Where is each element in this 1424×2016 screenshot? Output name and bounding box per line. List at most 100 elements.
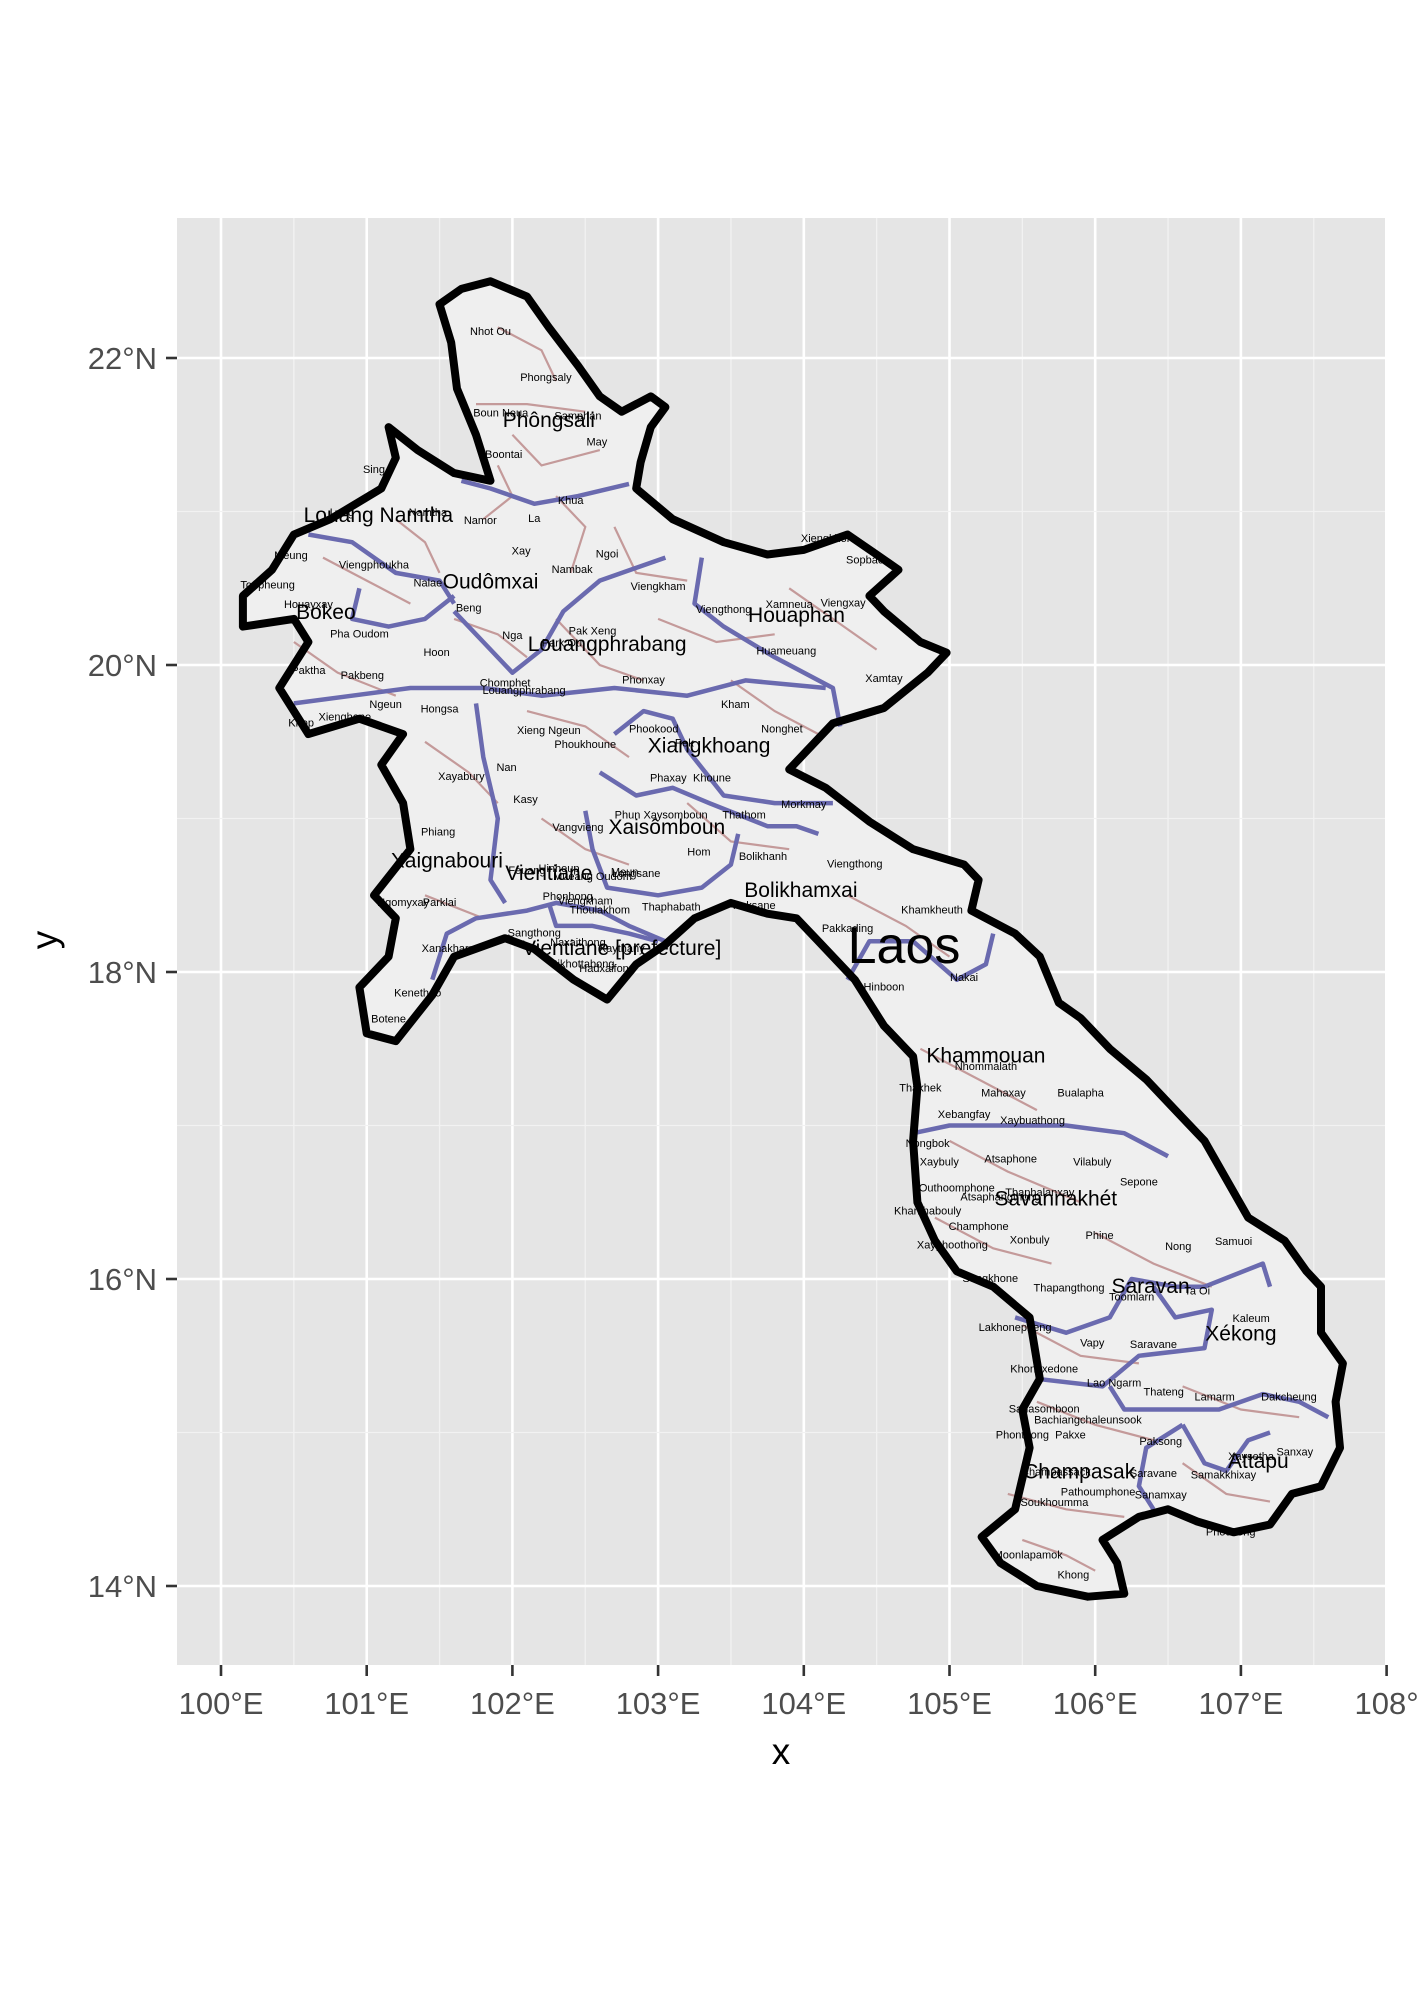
province-label: Savannakhét xyxy=(995,1187,1118,1210)
district-label: Khua xyxy=(558,495,585,507)
district-label: Kaleum xyxy=(1232,1313,1269,1325)
district-boundary xyxy=(1036,1400,1154,1442)
province-labels: Phôngsali Louang Namtha Oudômxai Bokeo Louan… xyxy=(296,409,1289,1483)
district-label: Viengxay xyxy=(821,598,867,610)
province-boundary xyxy=(293,678,826,706)
district-label: Meung xyxy=(274,550,308,562)
district-label: Sikhottabong xyxy=(550,958,614,970)
district-label: Nongbok xyxy=(906,1138,951,1150)
district-label: Chomphet xyxy=(480,677,531,689)
district-label: Xaybuathong xyxy=(1000,1115,1065,1127)
district-label: Naxaithong xyxy=(550,937,606,949)
y-axis-tick-label: 16°N xyxy=(88,1262,157,1297)
district-label: Xonbuly xyxy=(1010,1235,1050,1247)
district-label: Nakai xyxy=(950,972,978,984)
district-boundary xyxy=(730,679,819,736)
district-boundary xyxy=(613,526,688,582)
district-label: Vapy xyxy=(1080,1338,1105,1350)
district-label: Thathom xyxy=(722,810,765,822)
province-label: Xiangkhoang xyxy=(648,734,771,757)
district-label: Pakxe xyxy=(1055,1430,1086,1442)
district-label: Thakhek xyxy=(899,1083,942,1095)
district-label: Viengphoukha xyxy=(339,559,410,571)
district-label: Vilabuly xyxy=(1073,1156,1112,1168)
district-label: Xamtay xyxy=(865,673,903,685)
province-label: Oudômxai xyxy=(443,570,539,593)
province-label: Bolikhamxai xyxy=(744,879,857,902)
province-label: Xaisômboun xyxy=(608,816,725,839)
district-label: Boontai xyxy=(485,449,522,461)
district-boundary xyxy=(1021,1324,1140,1365)
district-label: Meun xyxy=(611,866,639,878)
district-boundary xyxy=(686,802,790,851)
province-label: Champasak xyxy=(1023,1461,1136,1484)
district-label: Thaphabath xyxy=(642,902,701,914)
y-axis: 22°N 20°N 18°N 16°N 14°N xyxy=(88,341,177,1604)
district-label: Viengkham xyxy=(631,581,686,593)
district-label: Sopbao xyxy=(846,555,884,567)
district-boundary xyxy=(424,740,499,804)
district-label: Mahaxay xyxy=(981,1087,1026,1099)
district-label: Sanamxay xyxy=(1135,1490,1187,1502)
district-label: Hoon xyxy=(423,647,449,659)
district-label: Lao Ngarm xyxy=(1087,1377,1141,1389)
x-axis-tick-label: 106°E xyxy=(1053,1686,1138,1721)
y-axis-tick-label: 14°N xyxy=(88,1569,157,1604)
province-boundary xyxy=(430,900,667,981)
district-label: Nalae xyxy=(414,578,443,590)
x-axis-tick-label: 107°E xyxy=(1199,1686,1284,1721)
x-axis-tick-label: 103°E xyxy=(616,1686,701,1721)
district-label: Samphan xyxy=(554,410,601,422)
district-label: Phonhong xyxy=(543,891,593,903)
province-label: Saravan xyxy=(1111,1275,1189,1298)
district-label: Phonthong xyxy=(996,1430,1049,1442)
district-label: Dakcheung xyxy=(1261,1391,1317,1403)
map-features xyxy=(238,277,1347,1601)
district-boundary xyxy=(540,817,630,866)
district-label: Hongsa xyxy=(421,704,460,716)
district-label: Viengkham xyxy=(558,895,613,907)
district-label: Beng xyxy=(456,602,482,614)
district-label: Xaysetha xyxy=(1228,1451,1275,1463)
province-boundary xyxy=(473,703,507,905)
x-axis-tick-label: 100°E xyxy=(179,1686,264,1721)
district-label: Pek xyxy=(675,737,694,749)
district-label: Khamkheuth xyxy=(901,905,963,917)
district-label: Samakkhixay xyxy=(1191,1470,1257,1482)
district-label: Thaphalanxay xyxy=(1005,1187,1075,1199)
x-axis-tick-label: 105°E xyxy=(907,1686,992,1721)
district-boundary xyxy=(657,617,775,644)
district-boundary xyxy=(919,1047,1038,1112)
district-label: Viengthong xyxy=(827,859,882,871)
province-boundary xyxy=(1136,1422,1184,1511)
district-label: Vangvieng xyxy=(552,822,603,834)
province-boundary xyxy=(845,933,996,982)
district-boundary xyxy=(395,518,441,574)
x-axis-title: x xyxy=(772,1731,791,1772)
province-boundary xyxy=(912,1123,1170,1159)
district-label: Outhoomphone xyxy=(919,1183,995,1195)
district-boundary xyxy=(555,618,644,682)
district-label: Nhot Ou xyxy=(470,326,511,338)
district-label: Sanxay xyxy=(1276,1447,1313,1459)
district-label: Phiang xyxy=(421,826,455,838)
district-label: Kenethao xyxy=(394,988,441,1000)
province-label: Houaphan xyxy=(748,604,845,627)
district-label: Namtha xyxy=(409,507,448,519)
x-axis-tick-label: 101°E xyxy=(324,1686,409,1721)
district-label: Phine xyxy=(1086,1230,1114,1242)
district-label: Mueang Oudom xyxy=(553,871,632,883)
province-boundaries xyxy=(293,478,1330,1511)
province-boundary xyxy=(546,902,659,944)
district-label: Phun xyxy=(615,810,641,822)
district-boundary xyxy=(526,710,630,759)
province-boundary xyxy=(1036,1285,1215,1389)
district-label: Lamarm xyxy=(1195,1391,1235,1403)
district-label: Kasy xyxy=(513,794,538,806)
district-label: Xanakharm xyxy=(422,943,478,955)
x-axis-tick-label: 102°E xyxy=(470,1686,555,1721)
province-boundary xyxy=(349,587,456,629)
district-boundary xyxy=(476,403,586,413)
district-label: Bolikhanh xyxy=(739,851,787,863)
